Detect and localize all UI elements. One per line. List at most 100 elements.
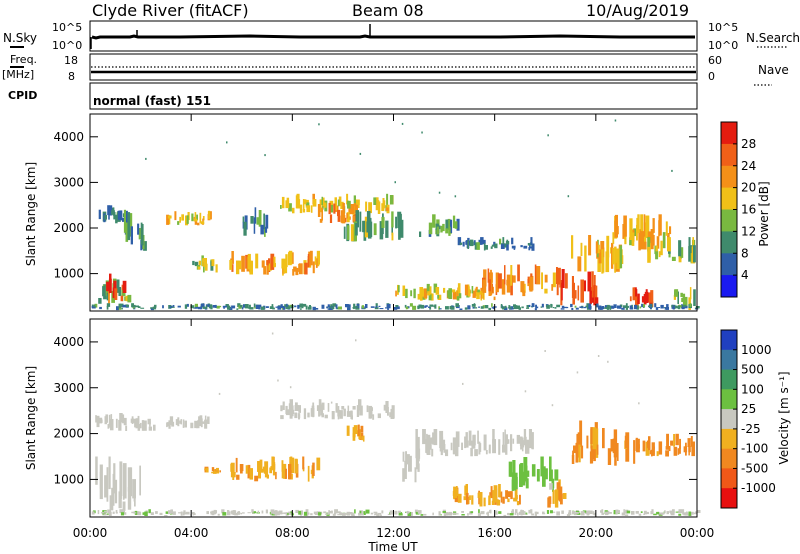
velocity-cell [297, 413, 301, 419]
power-cell [678, 253, 682, 263]
velocity-cell [675, 433, 679, 446]
velocity-cell [471, 495, 474, 505]
power-cell [487, 268, 490, 283]
power-cell [522, 290, 526, 297]
power-cell [116, 307, 119, 311]
colorbar-swatch [721, 209, 737, 232]
velocity-cell [294, 458, 298, 474]
power-cell [595, 297, 599, 304]
colorbar-swatch [721, 409, 737, 430]
power-cell [527, 276, 531, 284]
velocity-cell [275, 471, 277, 480]
power-cell [493, 307, 495, 310]
power-cell [530, 237, 533, 246]
power-cell [529, 276, 533, 292]
power-cell [435, 287, 440, 295]
velocity-cell [111, 487, 114, 500]
velocity-cell [310, 469, 313, 475]
velocity-cell [679, 446, 681, 454]
power-cell [343, 226, 346, 239]
power-cell [330, 304, 333, 308]
power-cell [410, 290, 413, 297]
velocity-cell [211, 467, 215, 472]
power-cell [242, 216, 245, 223]
velocity-cell [218, 392, 221, 395]
velocity-cell [125, 425, 128, 431]
power-cell [378, 305, 381, 307]
power-cell [635, 289, 638, 300]
power-cell [681, 305, 685, 310]
velocity-cell [259, 459, 263, 472]
velocity-cell [519, 436, 523, 446]
velocity-cell [511, 509, 514, 513]
power-cell [688, 237, 691, 252]
velocity-cell [477, 492, 482, 498]
velocity-cell [540, 456, 544, 477]
power-cell [231, 264, 234, 272]
power-cell [636, 305, 639, 310]
power-cell [260, 224, 264, 235]
velocity-cell [468, 430, 472, 446]
power-cell [511, 237, 514, 245]
power-cell [667, 237, 671, 252]
power-cell [265, 306, 269, 308]
velocity-cell [310, 513, 313, 516]
power-cell [258, 210, 262, 227]
power-cell [255, 304, 260, 309]
power-cell [116, 279, 120, 293]
power-cell [120, 295, 124, 302]
power-cell [138, 228, 143, 240]
velocity-cell [95, 456, 98, 485]
power-cell [572, 282, 575, 305]
velocity-cell [263, 468, 266, 474]
colorbar-tick-label: -1000 [741, 481, 776, 495]
velocity-cell [474, 449, 478, 457]
velocity-cell [231, 512, 235, 514]
velocity-cell [288, 403, 292, 411]
velocity-cell [303, 408, 307, 420]
velocity-cell [169, 416, 174, 425]
power-cell [200, 306, 203, 310]
velocity-cell [283, 463, 287, 479]
velocity-cell [122, 501, 126, 511]
velocity-cell [346, 511, 350, 516]
velocity-cell [534, 511, 537, 516]
velocity-cell [348, 512, 353, 515]
velocity-cell [452, 512, 456, 515]
velocity-cell [373, 511, 378, 514]
power-cell [614, 119, 617, 122]
power-cell [340, 201, 344, 209]
power-cell [253, 307, 256, 309]
power-cell [541, 303, 544, 308]
power-cell [125, 222, 129, 242]
power-cell [474, 242, 477, 250]
power-cell [122, 304, 127, 308]
power-cell [106, 306, 109, 310]
velocity-cell [402, 468, 405, 482]
power-cell [200, 303, 205, 307]
power-cell [660, 240, 663, 256]
velocity-cell [572, 511, 576, 515]
cpid-label: CPID [8, 89, 37, 102]
velocity-cell [589, 451, 592, 464]
power-cell [288, 250, 293, 265]
power-cell [321, 304, 325, 309]
power-cell [199, 212, 202, 223]
power-cell [236, 308, 239, 310]
power-cell [658, 214, 662, 236]
power-cell [248, 304, 251, 309]
velocity-cell [273, 512, 276, 515]
velocity-cell [677, 448, 680, 455]
power-cell [464, 307, 468, 310]
velocity-cell [247, 512, 251, 514]
power-cell [375, 306, 378, 308]
velocity-cell [658, 512, 663, 516]
power-cell [204, 263, 208, 271]
power-cell [382, 198, 385, 209]
power-cell [438, 191, 441, 194]
power-cell [243, 221, 247, 236]
velocity-cell [516, 434, 520, 444]
velocity-cell [688, 445, 690, 456]
velocity-cell [679, 438, 681, 449]
power-cell [321, 196, 323, 206]
